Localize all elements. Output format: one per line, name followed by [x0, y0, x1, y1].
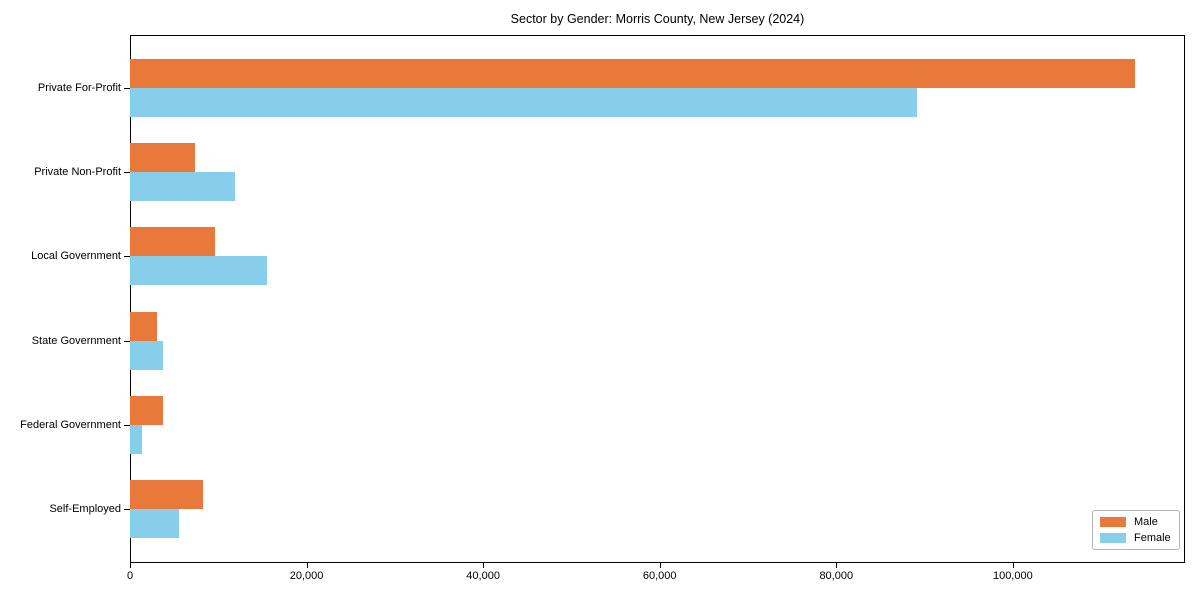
bar-male-local-government	[130, 227, 215, 257]
legend-entry-male: Male	[1100, 516, 1171, 528]
legend-label-male: Male	[1134, 516, 1158, 528]
y-axis-label-self-employed: Self-Employed	[49, 503, 121, 515]
legend: Male Female	[1092, 510, 1180, 550]
y-axis-tick	[124, 340, 130, 342]
x-axis-tick-label: 20,000	[289, 570, 324, 582]
chart-title: Sector by Gender: Morris County, New Jer…	[510, 12, 805, 26]
y-axis-tick	[124, 88, 130, 89]
y-axis-tick	[124, 509, 130, 510]
y-axis-label-private-non-profit: Private Non-Profit	[34, 166, 121, 179]
bar-female-state-government	[130, 340, 163, 370]
x-axis-tick-label: 40,000	[466, 570, 500, 582]
x-axis-tick-label: 100,000	[992, 570, 1033, 582]
legend-swatch-male	[1100, 517, 1126, 527]
legend-entry-female: Female	[1100, 532, 1171, 544]
bar-female-private-for-profit	[130, 88, 917, 117]
x-axis-tick	[836, 563, 838, 568]
y-axis-tick	[124, 172, 130, 174]
bar-female-self-employed	[130, 509, 179, 538]
bar-male-federal-government	[130, 395, 163, 425]
x-axis-tick-label: 0	[126, 570, 134, 582]
bar-female-local-government	[130, 256, 267, 286]
x-axis-tick-label: 60,000	[642, 570, 677, 582]
legend-label-female: Female	[1134, 532, 1171, 544]
bar-male-self-employed	[130, 480, 204, 509]
y-axis-label-private-for-profit: Private For-Profit	[37, 82, 121, 94]
bar-female-federal-government	[130, 424, 143, 454]
x-axis-tick	[306, 563, 308, 568]
y-axis-label-federal-government: Federal Government	[20, 418, 121, 431]
y-axis-label-local-government: Local Government	[31, 250, 121, 263]
legend-swatch-female	[1100, 533, 1126, 543]
x-axis-tick	[1012, 563, 1014, 568]
bar-male-private-non-profit	[130, 143, 196, 173]
x-axis-tick	[130, 563, 131, 568]
plot-area	[130, 35, 1185, 563]
x-axis-tick-label: 80,000	[819, 570, 854, 582]
bar-male-private-for-profit	[130, 59, 1135, 88]
y-axis-tick	[124, 424, 130, 426]
y-axis-label-state-government: State Government	[31, 334, 121, 347]
y-axis-tick	[124, 256, 130, 258]
bar-male-state-government	[130, 311, 158, 341]
x-axis-tick	[659, 563, 661, 568]
x-axis-tick	[483, 563, 485, 568]
bar-female-private-non-profit	[130, 172, 236, 202]
